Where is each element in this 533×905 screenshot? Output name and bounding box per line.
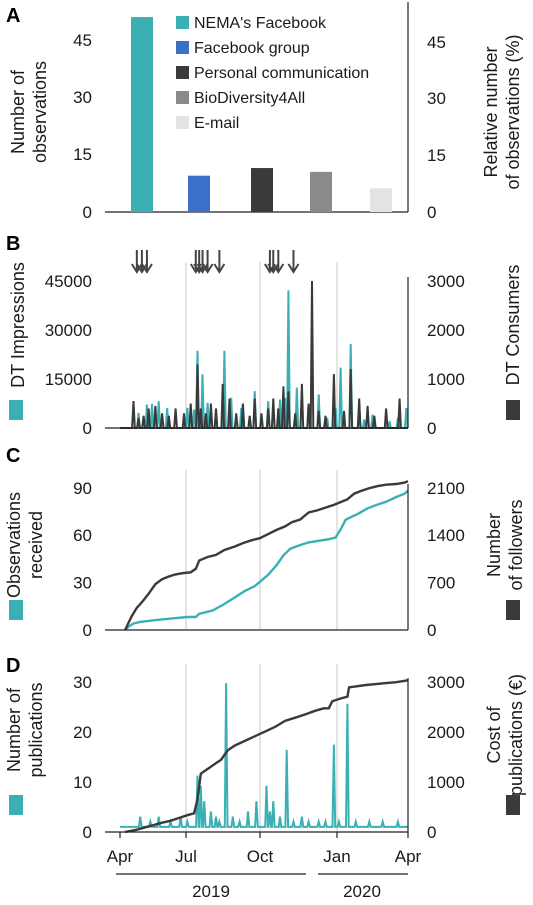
legend-label: E-mail — [194, 115, 239, 132]
x-tick-label: Apr — [395, 847, 422, 866]
y-tick-label: 30 — [73, 88, 92, 107]
bar — [188, 175, 210, 212]
y-right-tick-label: 3000 — [427, 673, 465, 692]
y-right-tick-label: 15 — [427, 146, 446, 165]
x-tick-label: Apr — [107, 847, 134, 866]
event-arrow-head — [287, 263, 300, 274]
y-tick-label: 60 — [73, 526, 92, 545]
legend-swatch — [176, 66, 189, 79]
y-tick-label: 30 — [73, 673, 92, 692]
y-right-axis-label: Cost of — [484, 705, 504, 763]
y-axis-label: Number of — [4, 687, 24, 772]
y-tick-label: 15 — [73, 145, 92, 164]
y-axis-label: observations — [30, 61, 50, 163]
y-tick-label: 30 — [73, 574, 92, 593]
series-line-publications — [120, 683, 408, 828]
legend-label: Facebook group — [194, 40, 310, 57]
panel-letter-d: D — [6, 655, 20, 677]
bar — [251, 168, 273, 212]
y-tick-label: 20 — [73, 723, 92, 742]
y-axis-label: publications — [26, 682, 46, 777]
legend-swatch — [176, 16, 189, 29]
bar — [310, 171, 332, 212]
y-right-tick-label: 1400 — [427, 526, 465, 545]
y-right-tick-label: 1000 — [427, 773, 465, 792]
y-tick-label: 45 — [73, 31, 92, 50]
y-right-tick-label: 3000 — [427, 272, 465, 291]
legend-swatch-teal — [9, 400, 23, 420]
event-arrow-head — [267, 263, 280, 274]
y-right-axis-label: Relative number — [481, 46, 501, 177]
legend-swatch-teal — [9, 600, 23, 620]
event-arrow-head — [213, 263, 226, 274]
y-right-tick-label: 2000 — [427, 723, 465, 742]
panel-a: A 0 15 30 45 0 15 30 45 Number of observations Rela… — [6, 2, 523, 222]
y-tick-label: 0 — [83, 823, 92, 842]
y-right-tick-label: 700 — [427, 574, 455, 593]
y-right-axis-label: DT Consumers — [503, 265, 523, 386]
series-line-observations — [124, 489, 409, 631]
panel-c: C 0 30 60 90 0 700 1400 2100 Observations received… — [4, 445, 526, 640]
y-right-tick-label: 0 — [427, 823, 436, 842]
year-label: 2019 — [192, 882, 230, 901]
series-line-impressions — [120, 290, 409, 429]
y-right-axis-label: of observations (%) — [503, 34, 523, 189]
y-tick-label: 30000 — [45, 321, 92, 340]
y-axis-label: received — [26, 511, 46, 579]
x-tick-label: Oct — [247, 847, 274, 866]
legend-swatch — [176, 41, 189, 54]
panel-letter-b: B — [6, 233, 20, 255]
x-tick-label: Jan — [323, 847, 350, 866]
event-arrow-head — [201, 263, 214, 274]
y-tick-label: 15000 — [45, 370, 92, 389]
series-line-cost — [124, 679, 409, 834]
shared-time-axis: Apr Jul Oct Jan Apr 2019 2020 — [107, 832, 422, 901]
bar — [370, 188, 392, 212]
series-line-followers — [124, 480, 409, 631]
legend-label: NEMA's Facebook — [194, 15, 327, 32]
y-tick-label: 10 — [73, 773, 92, 792]
legend-swatch — [176, 91, 189, 104]
y-right-axis-label: of followers — [506, 499, 526, 590]
y-right-axis-label: Number — [484, 513, 504, 577]
legend-swatch-dark — [506, 795, 520, 815]
y-tick-label: 0 — [83, 419, 92, 438]
y-right-tick-label: 45 — [427, 33, 446, 52]
y-axis-label: DT Impressions — [8, 262, 28, 388]
event-arrow-head — [272, 263, 285, 274]
y-right-tick-label: 0 — [427, 621, 436, 640]
y-tick-label: 90 — [73, 479, 92, 498]
event-arrow-head — [141, 263, 153, 274]
y-right-tick-label: 0 — [427, 419, 436, 438]
legend-label: BioDiversity4All — [194, 90, 305, 107]
panel-letter-c: C — [6, 445, 20, 467]
y-right-tick-label: 30 — [427, 89, 446, 108]
legend-swatch-dark — [506, 600, 520, 620]
y-right-tick-label: 0 — [427, 203, 436, 222]
bar — [131, 17, 153, 212]
year-label: 2020 — [343, 882, 381, 901]
y-right-tick-label: 2000 — [427, 321, 465, 340]
event-arrow-head — [136, 263, 148, 274]
series-line-consumers — [120, 280, 408, 429]
y-right-tick-label: 1000 — [427, 370, 465, 389]
y-right-tick-label: 2100 — [427, 479, 465, 498]
event-arrow-head — [130, 263, 143, 274]
legend-swatch-teal — [9, 795, 23, 815]
legend-swatch — [176, 116, 189, 129]
y-tick-label: 0 — [83, 621, 92, 640]
legend-label: Personal communication — [194, 65, 369, 82]
y-right-axis-label: publications (€) — [506, 674, 526, 796]
y-axis-label: Observations — [4, 492, 24, 598]
y-tick-label: 45000 — [45, 272, 92, 291]
panel-b: B 0 15000 30000 45000 0 1000 2000 3000 DT Impress… — [6, 233, 523, 438]
panel-letter-a: A — [6, 5, 20, 27]
y-tick-label: 0 — [83, 203, 92, 222]
legend-swatch-dark — [506, 400, 520, 420]
y-axis-label: Number of — [8, 69, 28, 154]
x-tick-label: Jul — [175, 847, 197, 866]
event-arrow-head — [196, 263, 209, 274]
